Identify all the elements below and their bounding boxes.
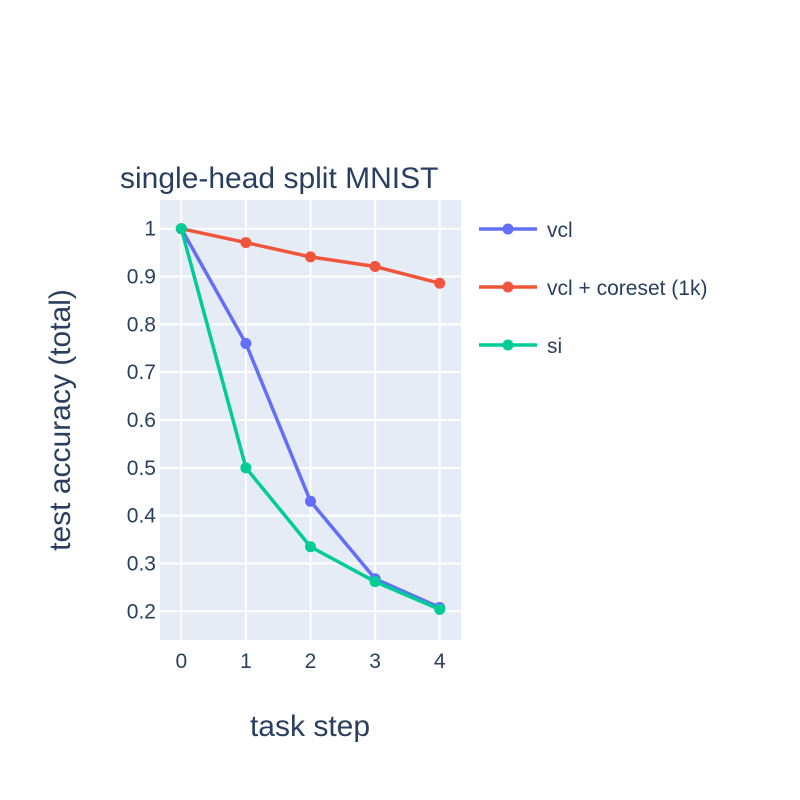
- x-tick-label: 0: [175, 650, 187, 673]
- data-point[interactable]: [434, 603, 446, 615]
- data-point[interactable]: [240, 462, 252, 474]
- y-axis-label: test accuracy (total): [44, 289, 77, 551]
- legend-label: vcl: [547, 219, 573, 242]
- legend-item-2[interactable]: si: [479, 335, 562, 358]
- y-tick-label: 0.9: [127, 266, 156, 289]
- legend[interactable]: vcl vcl + coreset (1k) si: [479, 219, 707, 358]
- legend-item-1[interactable]: vcl + coreset (1k): [479, 277, 707, 300]
- data-point[interactable]: [434, 277, 446, 289]
- y-tick-label: 0.7: [127, 361, 156, 384]
- series-2: [175, 223, 446, 615]
- legend-marker: [502, 281, 514, 293]
- y-tick-label: 0.2: [127, 600, 156, 623]
- data-point[interactable]: [305, 541, 316, 553]
- y-tick-label: 0.6: [127, 409, 156, 432]
- x-tick-label: 2: [305, 650, 317, 673]
- data-point[interactable]: [369, 260, 381, 272]
- y-tick-label: 0.8: [127, 313, 156, 336]
- data-point[interactable]: [175, 223, 187, 235]
- y-tick-label: 0.3: [127, 552, 156, 575]
- data-point[interactable]: [240, 337, 252, 349]
- data-point[interactable]: [240, 237, 252, 249]
- y-tick-label: 0.5: [127, 457, 156, 480]
- data-point[interactable]: [369, 576, 381, 588]
- legend-item-0[interactable]: vcl: [479, 219, 573, 242]
- y-tick-label: 0.4: [127, 505, 157, 528]
- data-point[interactable]: [305, 495, 316, 507]
- x-axis-label: task step: [250, 710, 370, 743]
- legend-label: vcl + coreset (1k): [547, 277, 707, 300]
- legend-label: si: [547, 335, 562, 358]
- y-tick-label: 1: [144, 218, 156, 241]
- x-tick-labels: 0 1 2 3 4: [175, 650, 445, 673]
- legend-marker: [502, 223, 514, 235]
- x-tick-label: 1: [240, 650, 252, 673]
- legend-marker: [502, 339, 514, 351]
- chart-title: single-head split MNIST: [120, 162, 438, 195]
- y-tick-labels: 0.2 0.3 0.4 0.5 0.6 0.7 0.8 0.9 1: [127, 218, 157, 624]
- x-tick-label: 3: [369, 650, 381, 673]
- series-layer: [175, 223, 446, 615]
- x-tick-label: 4: [434, 650, 446, 673]
- data-point[interactable]: [305, 251, 316, 263]
